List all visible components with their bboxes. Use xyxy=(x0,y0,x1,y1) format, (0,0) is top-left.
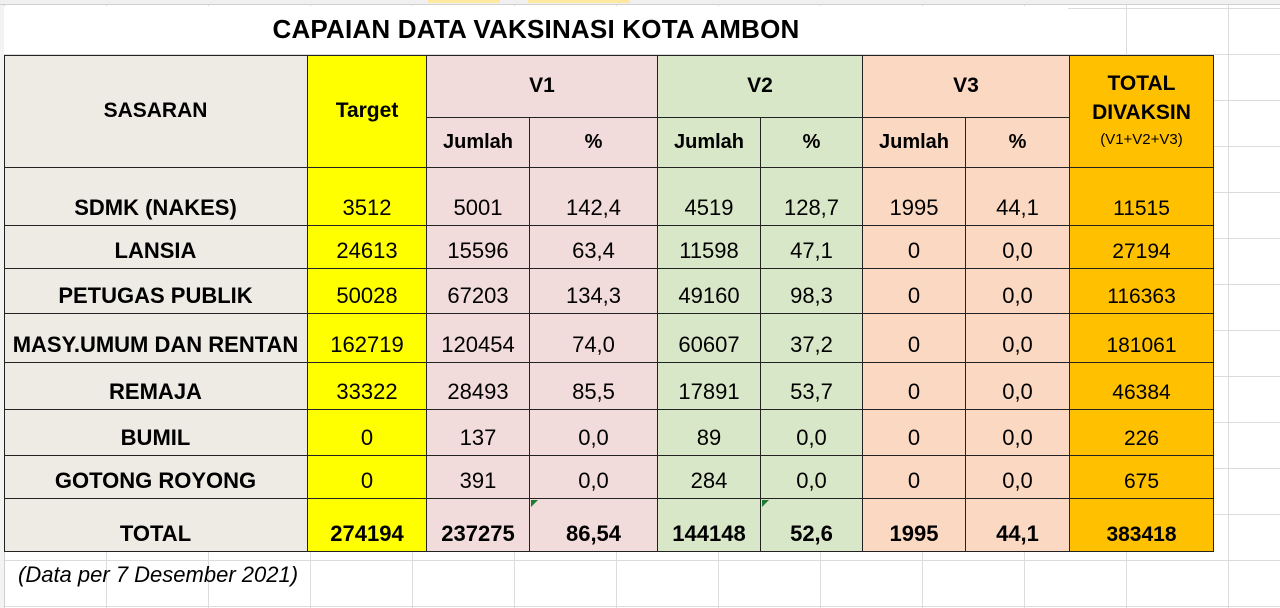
total-row-label[interactable]: TOTAL xyxy=(4,499,308,552)
total-row-total[interactable]: 383418 xyxy=(1070,499,1214,552)
table-cell-v2-jumlah[interactable]: 11598 xyxy=(658,226,761,269)
total-row-v1-percent[interactable]: 86,54 xyxy=(530,499,658,552)
table-cell-v2-percent[interactable]: 0,0 xyxy=(761,410,863,456)
table-cell-v1-percent[interactable]: 85,5 xyxy=(530,363,658,410)
table-cell-v2-jumlah[interactable]: 49160 xyxy=(658,269,761,314)
header-total-line2: DIVAKSIN xyxy=(1092,101,1191,124)
column-header-highlight xyxy=(528,0,630,3)
header-v3-jumlah[interactable]: Jumlah xyxy=(863,118,966,168)
table-cell-v2-percent[interactable]: 128,7 xyxy=(761,168,863,226)
table-row-sasaran[interactable]: LANSIA xyxy=(4,226,308,269)
table-row-sasaran[interactable]: SDMK (NAKES) xyxy=(4,168,308,226)
table-cell-v1-percent[interactable]: 142,4 xyxy=(530,168,658,226)
table-cell-v2-percent[interactable]: 0,0 xyxy=(761,456,863,499)
table-cell-target[interactable]: 33322 xyxy=(308,363,427,410)
table-cell-v3-jumlah[interactable]: 0 xyxy=(863,314,966,363)
table-row-sasaran[interactable]: MASY.UMUM DAN RENTAN xyxy=(4,314,308,363)
table-cell-total[interactable]: 46384 xyxy=(1070,363,1214,410)
table-cell-v2-percent[interactable]: 37,2 xyxy=(761,314,863,363)
header-total-line3: (V1+V2+V3) xyxy=(1100,131,1183,148)
header-target[interactable]: Target xyxy=(308,55,427,168)
sheet-title: CAPAIAN DATA VAKSINASI KOTA AMBON xyxy=(4,6,1068,54)
table-cell-total[interactable]: 27194 xyxy=(1070,226,1214,269)
table-cell-v2-jumlah[interactable]: 4519 xyxy=(658,168,761,226)
header-v1-percent[interactable]: % xyxy=(530,118,658,168)
total-row-v2-jumlah[interactable]: 144148 xyxy=(658,499,761,552)
header-v2-jumlah[interactable]: Jumlah xyxy=(658,118,761,168)
table-cell-v3-jumlah[interactable]: 0 xyxy=(863,226,966,269)
table-cell-v3-jumlah[interactable]: 0 xyxy=(863,269,966,314)
table-cell-v1-percent[interactable]: 134,3 xyxy=(530,269,658,314)
table-cell-v2-jumlah[interactable]: 60607 xyxy=(658,314,761,363)
table-cell-v1-percent[interactable]: 0,0 xyxy=(530,456,658,499)
cell-error-indicator-icon xyxy=(762,500,769,507)
header-v3-percent[interactable]: % xyxy=(966,118,1070,168)
table-cell-v3-percent[interactable]: 0,0 xyxy=(966,456,1070,499)
table-cell-v1-jumlah[interactable]: 15596 xyxy=(427,226,530,269)
header-v2-percent[interactable]: % xyxy=(761,118,863,168)
table-cell-target[interactable]: 162719 xyxy=(308,314,427,363)
table-cell-target[interactable]: 50028 xyxy=(308,269,427,314)
table-cell-v1-percent[interactable]: 63,4 xyxy=(530,226,658,269)
table-cell-v3-percent[interactable]: 0,0 xyxy=(966,226,1070,269)
header-v2[interactable]: V2 xyxy=(658,55,863,118)
total-row-target[interactable]: 274194 xyxy=(308,499,427,552)
table-cell-total[interactable]: 116363 xyxy=(1070,269,1214,314)
table-cell-v2-jumlah[interactable]: 17891 xyxy=(658,363,761,410)
header-sasaran[interactable]: SASARAN xyxy=(4,55,308,168)
table-cell-v1-jumlah[interactable]: 391 xyxy=(427,456,530,499)
header-total-divaksin[interactable]: TOTAL DIVAKSIN (V1+V2+V3) xyxy=(1070,55,1214,168)
total-row-v1-jumlah[interactable]: 237275 xyxy=(427,499,530,552)
table-cell-v3-percent[interactable]: 0,0 xyxy=(966,363,1070,410)
table-cell-v1-jumlah[interactable]: 28493 xyxy=(427,363,530,410)
column-header-strip xyxy=(0,0,1280,5)
vaccination-table: SASARAN Target V1 V2 V3 TOTAL DIVAKSIN (… xyxy=(4,55,1214,552)
table-cell-target[interactable]: 3512 xyxy=(308,168,427,226)
table-cell-total[interactable]: 181061 xyxy=(1070,314,1214,363)
table-cell-target[interactable]: 24613 xyxy=(308,226,427,269)
table-cell-v2-percent[interactable]: 47,1 xyxy=(761,226,863,269)
column-header-highlight xyxy=(428,0,500,3)
table-cell-total[interactable]: 11515 xyxy=(1070,168,1214,226)
table-row-sasaran[interactable]: REMAJA xyxy=(4,363,308,410)
table-row-sasaran[interactable]: GOTONG ROYONG xyxy=(4,456,308,499)
header-v1-jumlah[interactable]: Jumlah xyxy=(427,118,530,168)
table-cell-v1-percent[interactable]: 0,0 xyxy=(530,410,658,456)
table-cell-v3-percent[interactable]: 44,1 xyxy=(966,168,1070,226)
header-v3[interactable]: V3 xyxy=(863,55,1070,118)
table-cell-total[interactable]: 226 xyxy=(1070,410,1214,456)
table-cell-v1-jumlah[interactable]: 5001 xyxy=(427,168,530,226)
table-cell-v3-jumlah[interactable]: 1995 xyxy=(863,168,966,226)
table-cell-v3-percent[interactable]: 0,0 xyxy=(966,314,1070,363)
table-cell-v3-jumlah[interactable]: 0 xyxy=(863,410,966,456)
total-row-v3-jumlah[interactable]: 1995 xyxy=(863,499,966,552)
table-cell-v1-jumlah[interactable]: 67203 xyxy=(427,269,530,314)
header-total-line1: TOTAL xyxy=(1107,72,1176,95)
table-cell-v3-jumlah[interactable]: 0 xyxy=(863,363,966,410)
data-date-note: (Data per 7 Desember 2021) xyxy=(18,562,299,587)
table-cell-v2-jumlah[interactable]: 284 xyxy=(658,456,761,499)
table-cell-v3-percent[interactable]: 0,0 xyxy=(966,269,1070,314)
table-cell-v2-percent[interactable]: 53,7 xyxy=(761,363,863,410)
table-cell-target[interactable]: 0 xyxy=(308,410,427,456)
table-cell-v1-percent[interactable]: 74,0 xyxy=(530,314,658,363)
table-cell-target[interactable]: 0 xyxy=(308,456,427,499)
table-cell-v1-jumlah[interactable]: 137 xyxy=(427,410,530,456)
table-cell-v3-percent[interactable]: 0,0 xyxy=(966,410,1070,456)
table-cell-total[interactable]: 675 xyxy=(1070,456,1214,499)
table-cell-v2-percent[interactable]: 98,3 xyxy=(761,269,863,314)
table-cell-v3-jumlah[interactable]: 0 xyxy=(863,456,966,499)
header-v1[interactable]: V1 xyxy=(427,55,658,118)
table-row-sasaran[interactable]: PETUGAS PUBLIK xyxy=(4,269,308,314)
table-cell-v2-jumlah[interactable]: 89 xyxy=(658,410,761,456)
total-row-v2-percent[interactable]: 52,6 xyxy=(761,499,863,552)
cell-error-indicator-icon xyxy=(531,500,538,507)
table-cell-v1-jumlah[interactable]: 120454 xyxy=(427,314,530,363)
table-row-sasaran[interactable]: BUMIL xyxy=(4,410,308,456)
total-row-v3-percent[interactable]: 44,1 xyxy=(966,499,1070,552)
